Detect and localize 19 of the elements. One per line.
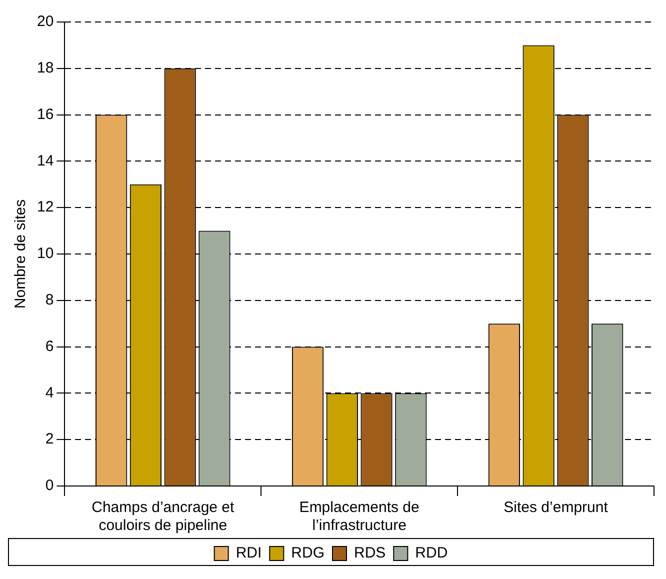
legend-label: RDG — [291, 544, 325, 562]
y-tick-label: 6 — [45, 338, 54, 355]
y-tick-label: 16 — [36, 106, 54, 123]
y-tick-label: 12 — [36, 198, 54, 216]
y-tick-label: 4 — [45, 384, 54, 402]
y-axis-title: Nombre de sites — [12, 199, 30, 309]
x-tick-label: Sites d’emprunt — [504, 499, 609, 516]
y-tick-label: 0 — [45, 477, 54, 494]
x-tick-label: Champs d’ancrage et couloirs de pipeline — [92, 499, 236, 534]
x-tick-label: Emplacements de l’infrastructure — [299, 499, 420, 534]
legend-label: RDI — [236, 544, 262, 562]
y-tick-label: 20 — [36, 13, 54, 30]
legend-label: RDS — [354, 544, 386, 562]
y-tick-label: 18 — [36, 60, 54, 77]
y-tick-label: 2 — [45, 430, 54, 448]
legend-label: RDD — [415, 544, 448, 562]
y-tick-label: 8 — [45, 292, 54, 309]
y-tick-label: 10 — [36, 245, 54, 262]
y-tick-label: 14 — [36, 152, 54, 170]
